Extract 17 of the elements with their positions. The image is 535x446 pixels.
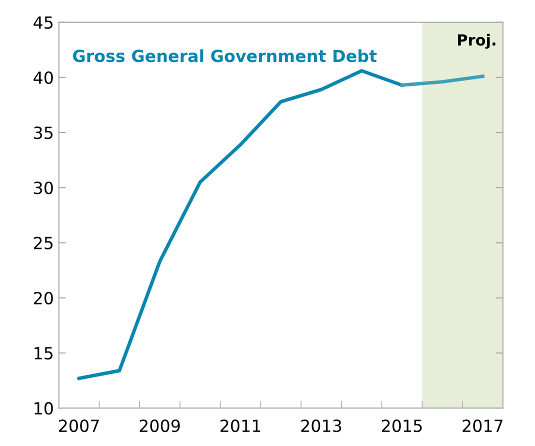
band-label: Proj. <box>458 34 496 49</box>
x-tick-label: 2011 <box>220 419 260 432</box>
y-tick-label: 10 <box>34 402 53 415</box>
y-tick-label: 35 <box>34 126 53 140</box>
y-tick-label: 40 <box>34 71 53 84</box>
x-tick-label: 2015 <box>382 419 422 432</box>
y-tick-label: 25 <box>34 236 53 250</box>
y-tick-label: 45 <box>34 16 53 29</box>
x-tick-label: 2007 <box>59 419 99 432</box>
x-tick-label: 2013 <box>301 419 342 432</box>
y-tick-label: 30 <box>34 182 53 194</box>
text: Gross General Government Debt <box>73 49 377 62</box>
x-tick-label: 2009 <box>140 419 180 432</box>
x-tick-label: 2017 <box>462 419 502 432</box>
line-series <box>77 69 404 380</box>
y-tick-label: 20 <box>34 292 53 304</box>
y-tick-label: 15 <box>34 347 53 360</box>
